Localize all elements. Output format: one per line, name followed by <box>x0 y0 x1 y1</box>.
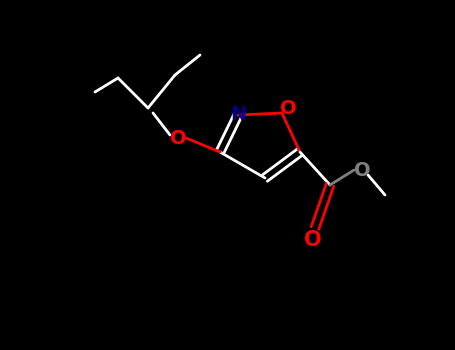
Text: O: O <box>304 230 322 250</box>
Text: O: O <box>170 128 186 147</box>
Text: O: O <box>280 99 296 119</box>
Text: N: N <box>230 105 246 125</box>
Text: O: O <box>354 161 370 180</box>
